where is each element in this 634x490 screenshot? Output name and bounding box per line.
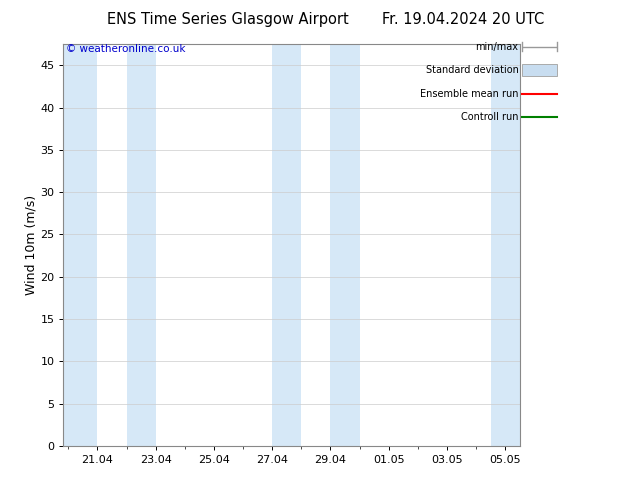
Text: min/max: min/max [476,42,519,51]
Bar [330,44,359,446]
Bar [127,44,156,446]
Bar [63,44,98,446]
Bar [491,44,520,446]
Bar [272,44,301,446]
Text: Fr. 19.04.2024 20 UTC: Fr. 19.04.2024 20 UTC [382,12,544,27]
Y-axis label: Wind 10m (m/s): Wind 10m (m/s) [25,195,37,295]
Text: Controll run: Controll run [461,112,519,122]
Text: ENS Time Series Glasgow Airport: ENS Time Series Glasgow Airport [107,12,349,27]
Text: © weatheronline.co.uk: © weatheronline.co.uk [66,44,185,54]
Text: Ensemble mean run: Ensemble mean run [420,89,519,98]
Text: Standard deviation: Standard deviation [426,65,519,75]
